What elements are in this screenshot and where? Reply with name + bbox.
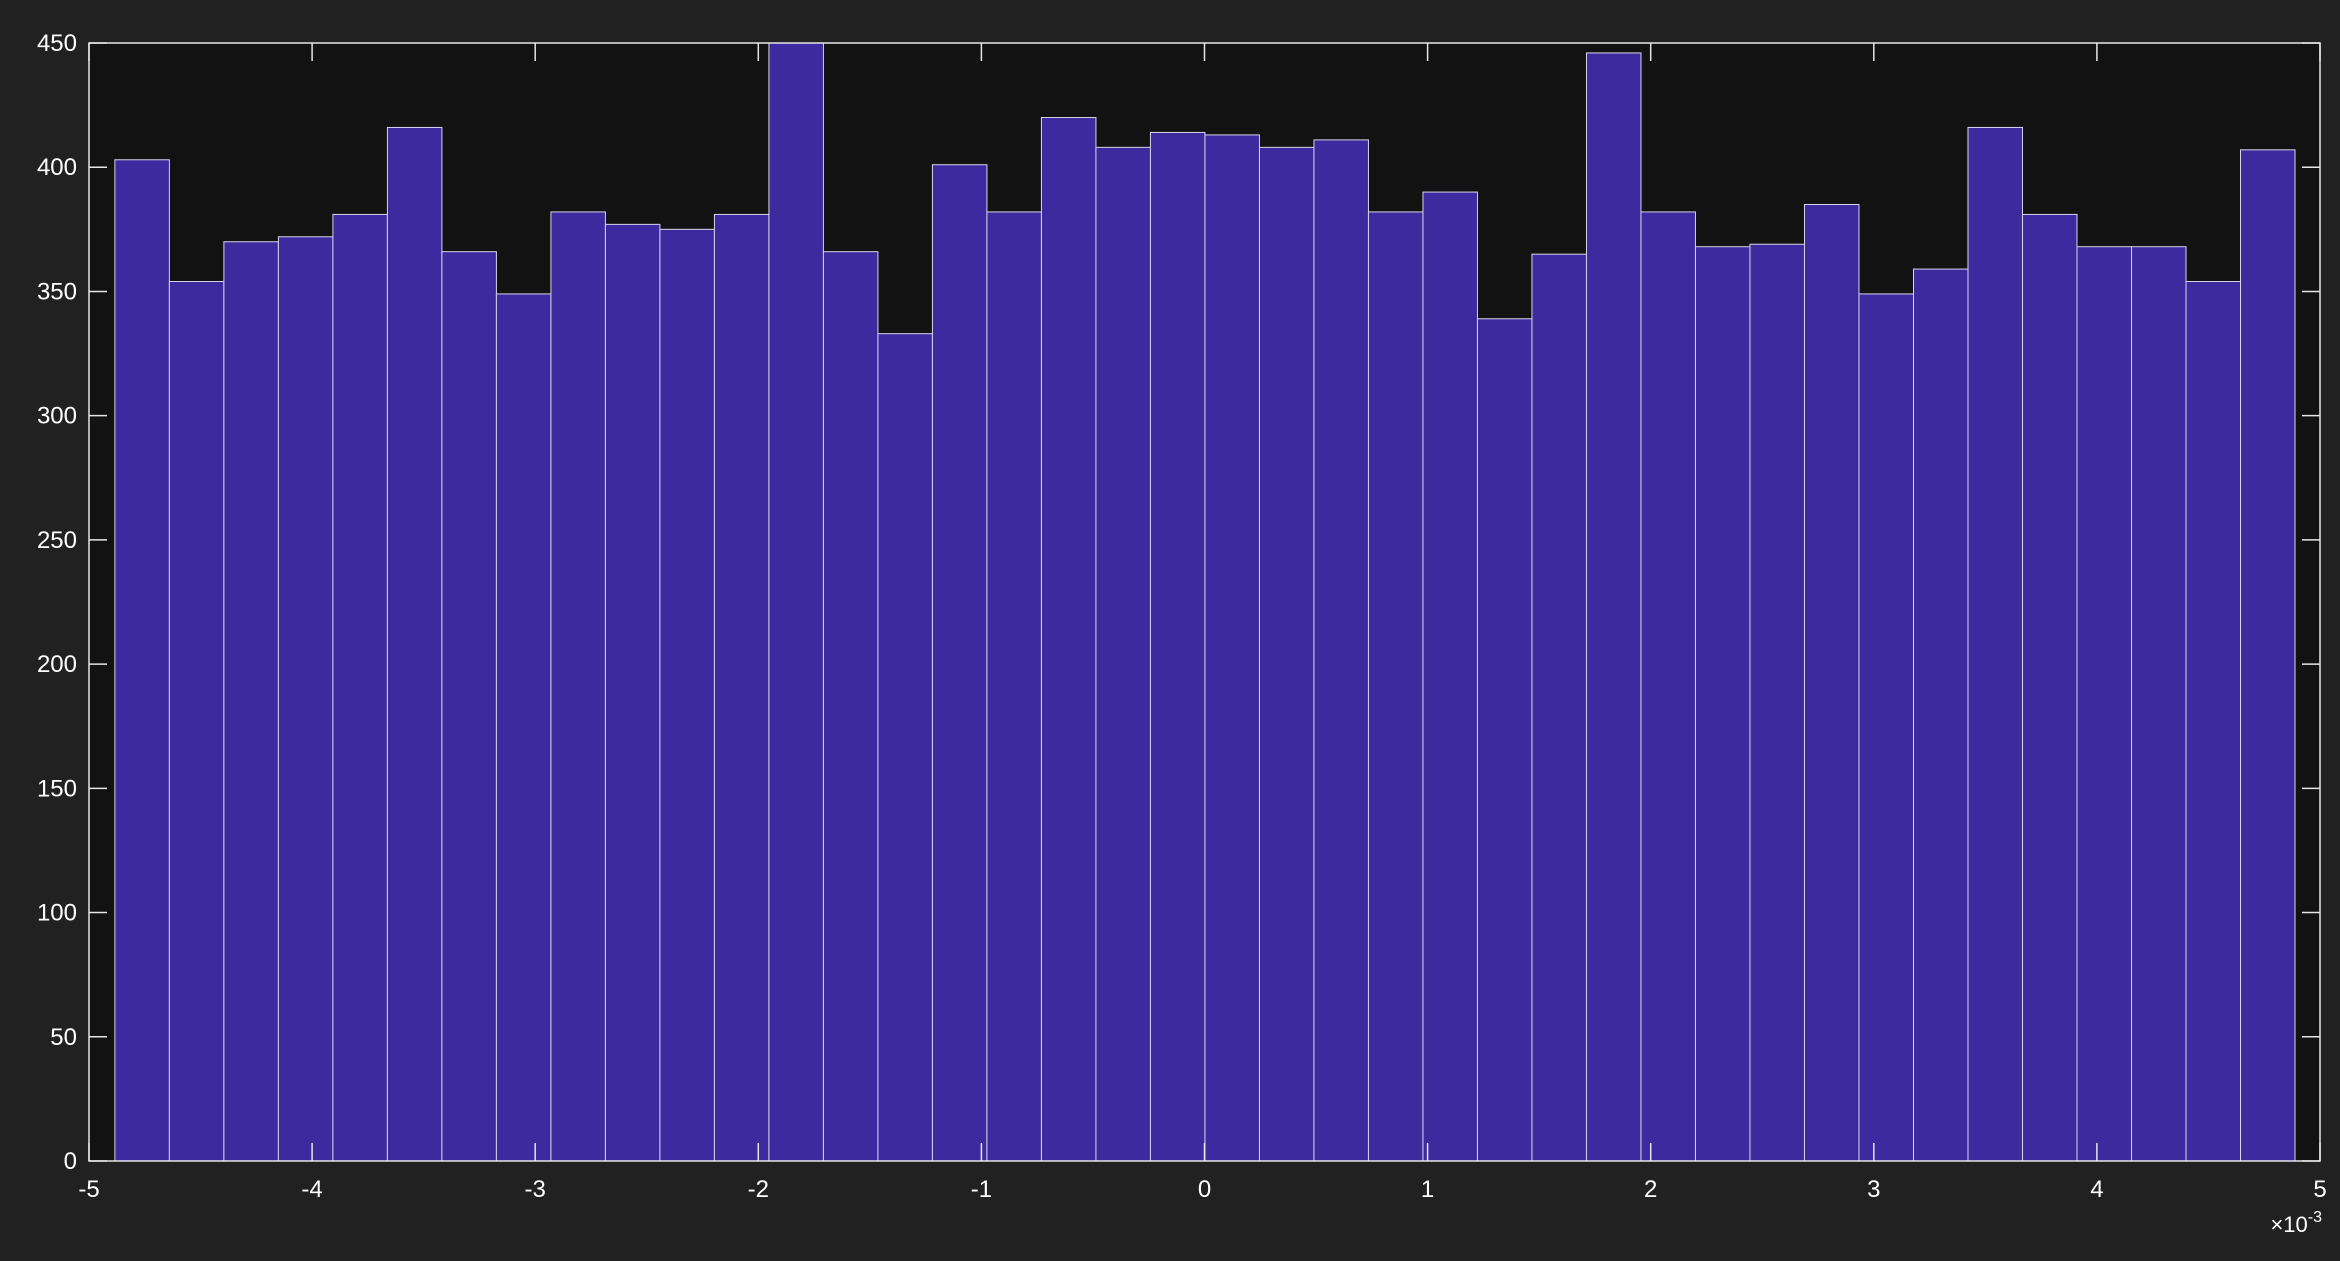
histogram-bar [1095,146,1151,1162]
y-axis: 0 50 100 150 200 250 300 350 400 450 [37,30,2320,1175]
x-tick-label: -3 [525,1176,546,1203]
histogram-bar [332,213,388,1162]
histogram-bar [1476,318,1533,1162]
histogram-bar [495,293,552,1162]
histogram-bar [2022,213,2078,1162]
y-tick-label: 50 [50,1024,77,1051]
x-tick-label: 4 [2090,1176,2103,1203]
histogram-bar [114,159,170,1162]
x-exponent-power: -3 [2308,1209,2322,1226]
histogram-bar [1749,243,1805,1162]
histogram-bar [1967,126,2023,1162]
x-tick-label: -2 [748,1176,769,1203]
y-tick-label: 0 [64,1148,77,1175]
histogram-bar [1640,211,1696,1162]
x-tick-label: 1 [1421,1176,1434,1203]
histogram-bar [1422,191,1478,1162]
x-tick-label: 0 [1198,1176,1211,1203]
x-exponent-base: ×10 [2270,1212,2307,1237]
histogram-bar [822,251,879,1162]
y-tick-label: 200 [37,651,77,678]
x-exponent-label: ×10-3 [2270,1209,2322,1237]
histogram-bar [1912,268,1969,1162]
x-tick-label: -5 [78,1176,99,1203]
histogram-bar [1258,146,1315,1162]
histogram-bar [604,223,661,1162]
histogram-bar [1149,131,1206,1162]
histogram-bar [168,281,225,1162]
histogram-bar [277,236,334,1162]
histogram-bar [2076,246,2132,1162]
histogram-bar [1531,253,1587,1162]
histogram-bar [2240,149,2296,1162]
y-tick-label: 450 [37,30,77,57]
y-tick-label: 400 [37,154,77,181]
histogram-bar [1585,52,1642,1162]
histogram-bar [1204,134,1260,1162]
x-tick-label: 3 [1867,1176,1880,1203]
x-tick-label: 5 [2313,1176,2326,1203]
y-tick-label: 150 [37,775,77,802]
histogram-bar [659,228,715,1162]
histogram-bar [223,241,279,1162]
histogram-bar [768,42,824,1162]
y-tick-label: 350 [37,278,77,305]
x-tick-label: -1 [971,1176,992,1203]
histogram-bar [386,126,443,1162]
histogram-bar [1694,246,1751,1162]
histogram-bar [1803,203,1860,1162]
histogram-bar [713,213,770,1162]
histogram-bar [2185,281,2242,1162]
histogram-bar [1313,139,1369,1162]
histogram-bar [931,164,988,1162]
histogram-bar [877,333,933,1162]
x-tick-label: 2 [1644,1176,1657,1203]
histogram-bar [986,211,1042,1162]
histogram-bar [2131,246,2187,1162]
y-tick-label: 100 [37,900,77,927]
y-tick-label: 300 [37,403,77,430]
y-tick-label: 250 [37,527,77,554]
histogram-bar [1858,293,1914,1162]
x-axis: -5 -4 -3 -2 -1 0 1 2 3 4 5 [78,43,2327,1203]
histogram-bar [1367,211,1424,1162]
histogram-bar [441,251,497,1162]
bar-series [114,42,2296,1162]
histogram-bar [550,211,606,1162]
x-tick-label: -4 [301,1176,322,1203]
histogram-bar [1040,117,1097,1162]
